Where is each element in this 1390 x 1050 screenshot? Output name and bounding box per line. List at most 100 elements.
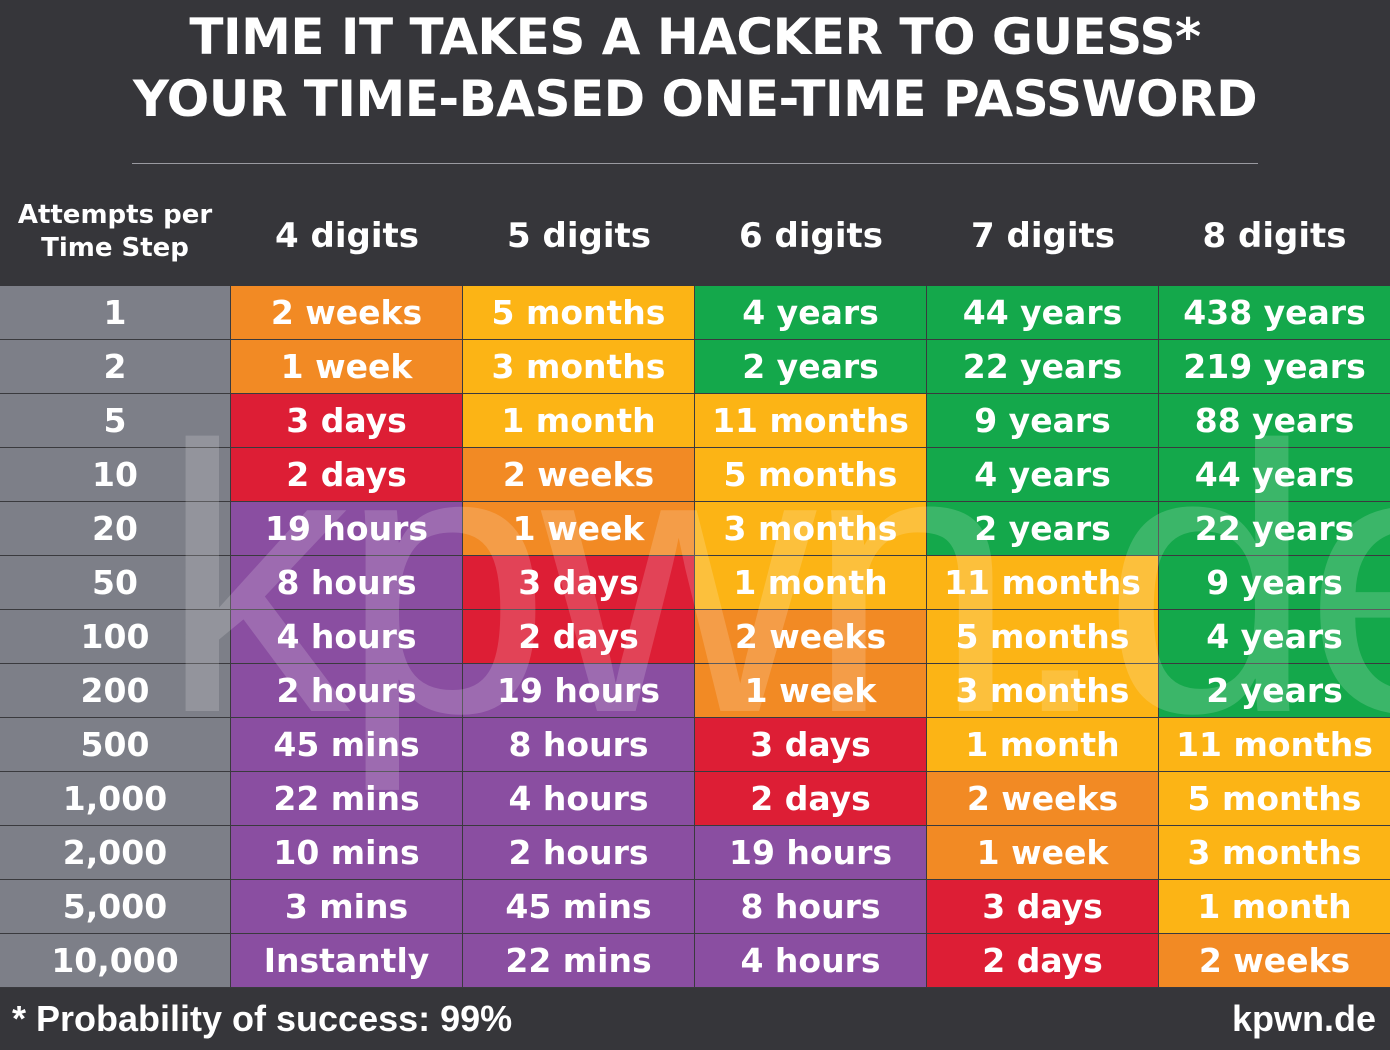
- table-row: 20 19 hours 1 week 3 months 2 years 22 years: [0, 502, 1390, 556]
- row-header-attempts: 200: [0, 664, 231, 718]
- footer: * Probability of success: 99% kpwn.de: [0, 988, 1390, 1050]
- row-header-label-line-1: Attempts per: [17, 200, 213, 230]
- table-cell: 2 weeks: [463, 448, 695, 502]
- table-cell: 3 days: [463, 556, 695, 610]
- table-cell: 2 years: [1159, 664, 1390, 718]
- table-cell: 2 hours: [231, 664, 463, 718]
- table-cell: 19 hours: [231, 502, 463, 556]
- table-cell: 219 years: [1159, 340, 1390, 394]
- table-cell: 3 days: [231, 394, 463, 448]
- table-row: 10 2 days 2 weeks 5 months 4 years 44 years: [0, 448, 1390, 502]
- table-cell: 5 months: [695, 448, 927, 502]
- table-cell: 44 years: [927, 286, 1159, 340]
- table-cell: 2 weeks: [695, 610, 927, 664]
- table-cell: 1 month: [927, 718, 1159, 772]
- row-header-attempts: 1: [0, 286, 231, 340]
- column-header-8-digits: 8 digits: [1202, 215, 1347, 256]
- table-cell: 4 hours: [231, 610, 463, 664]
- column-header-row: Attempts per Time Step 4 digits 5 digits…: [0, 185, 1390, 286]
- table-row: 1,000 22 mins 4 hours 2 days 2 weeks 5 months: [0, 772, 1390, 826]
- table-row: 100 4 hours 2 days 2 weeks 5 months 4 years: [0, 610, 1390, 664]
- table-cell: 3 months: [927, 664, 1159, 718]
- table-cell: 8 hours: [463, 718, 695, 772]
- title-line-2: YOUR TIME-BASED ONE-TIME PASSWORD: [132, 70, 1258, 128]
- table-cell: 8 hours: [231, 556, 463, 610]
- table-cell: 2 days: [927, 934, 1159, 988]
- table-cell: 4 years: [927, 448, 1159, 502]
- table-cell: 10 mins: [231, 826, 463, 880]
- table-cell: 3 mins: [231, 880, 463, 934]
- table-cell: 5 months: [1159, 772, 1390, 826]
- table-cell: 11 months: [695, 394, 927, 448]
- row-header-attempts: 50: [0, 556, 231, 610]
- table-cell: 1 week: [231, 340, 463, 394]
- table-cell: 2 hours: [463, 826, 695, 880]
- table-cell: Instantly: [231, 934, 463, 988]
- table-cell: 1 week: [463, 502, 695, 556]
- table-cell: 8 hours: [695, 880, 927, 934]
- row-header-attempts: 5,000: [0, 880, 231, 934]
- table-cell: 1 month: [1159, 880, 1390, 934]
- table-cell: 44 years: [1159, 448, 1390, 502]
- table-cell: 1 week: [927, 826, 1159, 880]
- table-row: 5,000 3 mins 45 mins 8 hours 3 days 1 month: [0, 880, 1390, 934]
- table-cell: 45 mins: [231, 718, 463, 772]
- table-cell: 22 years: [927, 340, 1159, 394]
- column-header-6-digits: 6 digits: [739, 215, 883, 256]
- row-header-attempts: 2,000: [0, 826, 231, 880]
- row-header-attempts: 2: [0, 340, 231, 394]
- row-header-attempts: 10: [0, 448, 231, 502]
- row-header-attempts: 100: [0, 610, 231, 664]
- table-cell: 19 hours: [463, 664, 695, 718]
- brand-label: kpwn.de: [1231, 998, 1376, 1039]
- table-cell: 3 days: [927, 880, 1159, 934]
- table-cell: 438 years: [1159, 286, 1390, 340]
- table-cell: 5 months: [463, 286, 695, 340]
- table-cell: 19 hours: [695, 826, 927, 880]
- table-row: 500 45 mins 8 hours 3 days 1 month 11 months: [0, 718, 1390, 772]
- table-cell: 22 mins: [231, 772, 463, 826]
- table-cell: 2 days: [695, 772, 927, 826]
- table-row: 2,000 10 mins 2 hours 19 hours 1 week 3 month…: [0, 826, 1390, 880]
- table-cell: 1 month: [695, 556, 927, 610]
- table-cell: 5 months: [927, 610, 1159, 664]
- row-header-attempts: 10,000: [0, 934, 231, 988]
- table-cell: 2 years: [695, 340, 927, 394]
- table-cell: 9 years: [1159, 556, 1390, 610]
- title-line-1: TIME IT TAKES A HACKER TO GUESS*: [189, 8, 1201, 66]
- table-cell: 3 days: [695, 718, 927, 772]
- table-row: 200 2 hours 19 hours 1 week 3 months 2 years: [0, 664, 1390, 718]
- table-cell: 2 weeks: [1159, 934, 1390, 988]
- title-divider: [132, 163, 1258, 164]
- row-header-attempts: 1,000: [0, 772, 231, 826]
- table-cell: 1 week: [695, 664, 927, 718]
- table-cell: 4 hours: [463, 772, 695, 826]
- column-header-4-digits: 4 digits: [275, 215, 419, 256]
- table-cell: 2 days: [463, 610, 695, 664]
- table-cell: 45 mins: [463, 880, 695, 934]
- table-cell: 22 mins: [463, 934, 695, 988]
- footnote: * Probability of success: 99%: [12, 998, 513, 1039]
- table-cell: 2 weeks: [927, 772, 1159, 826]
- column-header-7-digits: 7 digits: [971, 215, 1115, 256]
- table-row: 50 8 hours 3 days 1 month 11 months 9 years: [0, 556, 1390, 610]
- table-cell: 9 years: [927, 394, 1159, 448]
- table-cell: 3 months: [695, 502, 927, 556]
- table-cell: 4 years: [695, 286, 927, 340]
- row-header-attempts: 20: [0, 502, 231, 556]
- table-cell: 4 hours: [695, 934, 927, 988]
- table-cell: 11 months: [927, 556, 1159, 610]
- row-header-label-line-2: Time Step: [41, 233, 189, 263]
- column-header-5-digits: 5 digits: [507, 215, 651, 256]
- table-cell: 2 weeks: [231, 286, 463, 340]
- table-cell: 3 months: [1159, 826, 1390, 880]
- row-header-attempts: 5: [0, 394, 231, 448]
- table-cell: 1 month: [463, 394, 695, 448]
- table-cell: 22 years: [1159, 502, 1390, 556]
- table-row: 10,000 Instantly 22 mins 4 hours 2 days 2 wee…: [0, 934, 1390, 988]
- chart-title: TIME IT TAKES A HACKER TO GUESS* YOUR TI…: [0, 6, 1390, 130]
- table-cell: 4 years: [1159, 610, 1390, 664]
